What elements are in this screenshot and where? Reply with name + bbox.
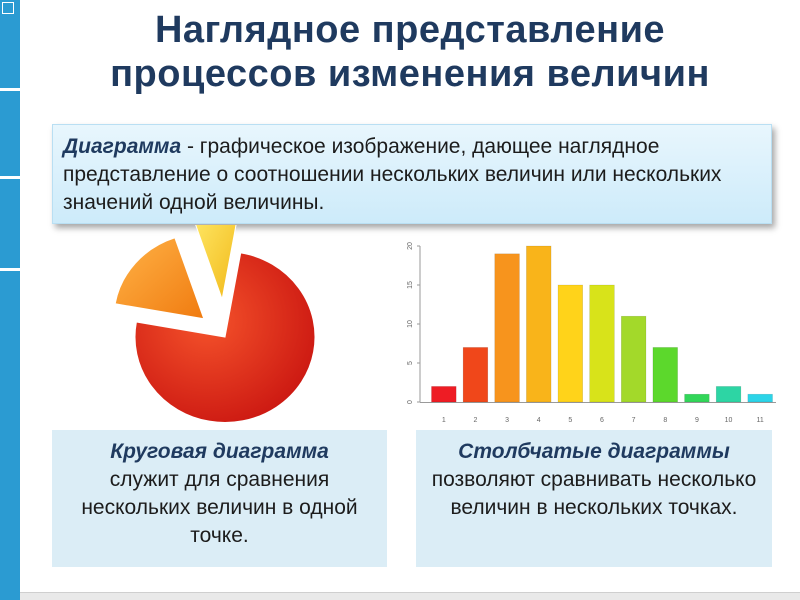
rail-divider [0, 88, 20, 91]
bar [620, 315, 647, 403]
pie-caption-body: служит для сравнения нескольких величин … [81, 468, 358, 547]
definition-text: - графическое изображение, дающее нагляд… [63, 135, 722, 214]
bottom-rule [20, 592, 800, 600]
slide-title: Наглядное представление процессов измене… [30, 8, 790, 96]
bar [715, 386, 742, 403]
title-line-2: процессов изменения величин [110, 53, 710, 95]
definition-box: Диаграмма - графическое изображение, даю… [52, 124, 772, 224]
x-tick-label: 5 [568, 417, 572, 424]
pie-caption-box: Круговая диаграмма служит для сравнения … [52, 430, 387, 567]
title-line-1: Наглядное представление [154, 9, 666, 51]
y-tick-label: 0 [407, 400, 414, 404]
y-tick-label: 5 [407, 361, 414, 365]
x-tick-label: 8 [663, 417, 667, 424]
x-tick-label: 10 [725, 417, 733, 424]
y-tick-label: 10 [407, 320, 414, 328]
corner-frame-icon [2, 2, 14, 14]
bar [431, 386, 457, 403]
x-tick-label: 1 [442, 417, 446, 424]
bar [494, 253, 520, 403]
x-tick-label: 3 [505, 417, 509, 424]
pie-slice [134, 252, 316, 423]
bar [557, 284, 584, 403]
bar [462, 347, 489, 403]
bar [526, 245, 552, 403]
pie-chart [114, 225, 316, 423]
x-tick-label: 7 [632, 417, 636, 424]
bar-caption-body: позволяют сравнивать несколько величин в… [431, 468, 757, 519]
rail-divider [0, 268, 20, 271]
x-tick-label: 4 [537, 417, 541, 424]
bar-caption-title: Столбчатые диаграммы [458, 440, 730, 463]
definition-term: Диаграмма [63, 135, 182, 158]
pie-slice [195, 225, 237, 302]
y-tick-label: 15 [407, 281, 414, 289]
rail-divider [0, 176, 20, 179]
bar [652, 347, 678, 403]
y-tick-label: 20 [407, 242, 414, 250]
bar [589, 284, 615, 403]
bar [747, 393, 773, 403]
pie-caption-title: Круговая диаграмма [110, 440, 329, 463]
bar-caption-box: Столбчатые диаграммы позволяют сравниват… [416, 430, 772, 567]
bar [684, 393, 710, 403]
bar-chart: 0 5 10 15 20 1 2 3 4 5 6 7 8 9 10 11 [407, 242, 776, 424]
pie-slice [114, 237, 205, 320]
x-tick-label: 6 [600, 417, 604, 424]
x-tick-label: 2 [474, 417, 478, 424]
x-tick-label: 9 [695, 417, 699, 424]
left-accent-rail [0, 0, 20, 600]
x-tick-label: 11 [757, 417, 764, 424]
